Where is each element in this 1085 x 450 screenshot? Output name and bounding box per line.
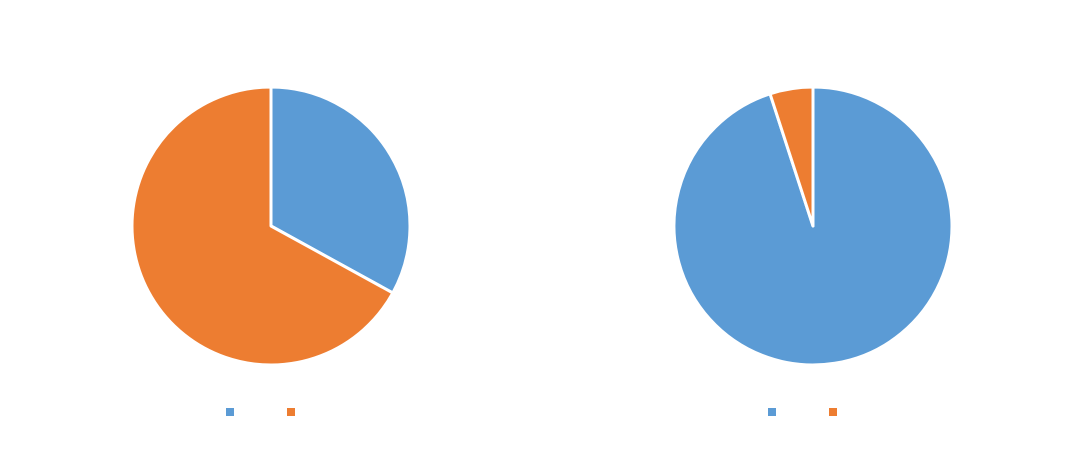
legend-left-swatch-1 [226,408,234,416]
pie-chart-left [0,0,542,450]
legend-right-swatch-1 [768,408,776,416]
legend-right [768,408,843,416]
legend-left-item-1 [226,408,240,416]
pie-right-slice-2 [768,85,815,228]
pie-chart-left-svg [130,85,412,367]
legend-left [226,408,301,416]
legend-right-swatch-2 [829,408,837,416]
pie-left-slice-1 [269,85,412,295]
legend-left-item-2 [287,408,301,416]
legend-right-item-2 [829,408,843,416]
pie-chart-right [542,0,1084,450]
legend-right-item-1 [768,408,782,416]
pie-left-slice-2 [130,85,395,367]
pie-chart-right-svg [672,85,954,367]
legend-left-swatch-2 [287,408,295,416]
